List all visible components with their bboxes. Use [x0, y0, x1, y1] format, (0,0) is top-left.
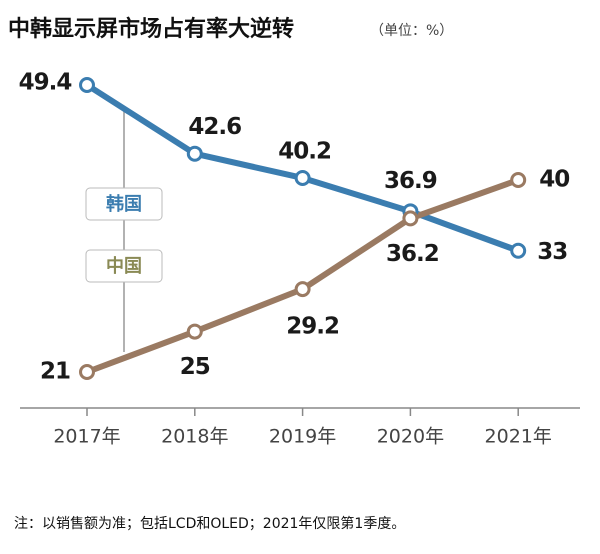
data-label: 29.2	[286, 314, 339, 340]
chart-subtitle: （单位：%）	[370, 23, 453, 39]
x-tick-label: 2019年	[269, 426, 336, 448]
data-label: 33	[537, 239, 567, 265]
x-tick-label: 2017年	[53, 426, 120, 448]
data-label: 42.6	[188, 114, 241, 140]
legend-label: 韩国	[106, 193, 142, 215]
chart-title: 中韩显示屏市场占有率大逆转	[8, 16, 294, 42]
data-point	[79, 364, 95, 380]
x-tick-label: 2020年	[377, 426, 444, 448]
legend-box	[85, 249, 163, 283]
data-point	[402, 210, 419, 227]
data-label: 36.9	[384, 168, 437, 194]
x-tick-label: 2018年	[161, 426, 228, 448]
data-label: 40.2	[278, 138, 331, 164]
x-tick-label: 2021年	[485, 426, 552, 448]
data-point	[510, 242, 527, 259]
data-point	[79, 77, 95, 93]
data-label: 40	[539, 166, 569, 192]
series-line	[85, 82, 520, 254]
data-point	[186, 145, 203, 162]
data-label: 36.2	[386, 241, 439, 267]
data-label: 25	[180, 354, 210, 380]
data-label: 21	[40, 359, 70, 385]
data-point	[294, 169, 311, 186]
data-point	[186, 323, 203, 340]
legend-box	[85, 187, 163, 221]
data-point	[294, 281, 311, 298]
data-point	[510, 171, 527, 188]
legend-label: 中国	[106, 255, 142, 277]
data-label: 49.4	[19, 70, 72, 96]
note: 注：以销售额为准；包括LCD和OLED；2021年仅限第1季度。	[14, 515, 405, 532]
